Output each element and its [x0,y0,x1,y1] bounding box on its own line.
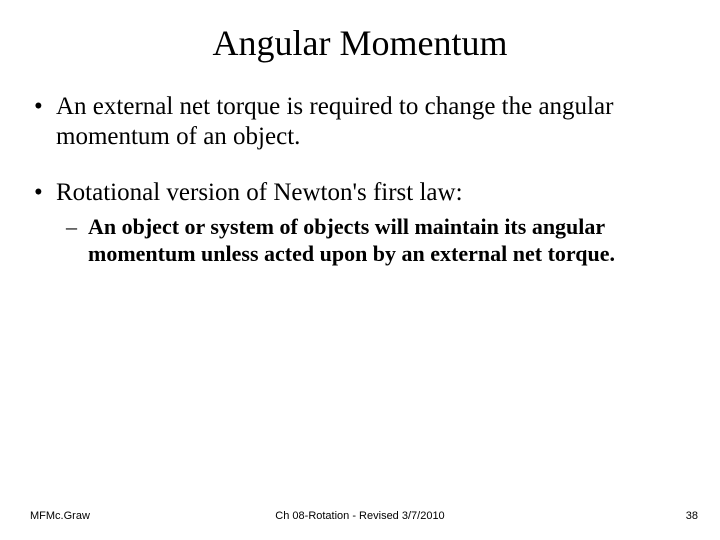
bullet-text: Rotational version of Newton's first law… [56,179,463,206]
bullet-text: An external net torque is required to ch… [56,93,613,150]
bullet-list: An external net torque is required to ch… [28,92,692,268]
footer-page-number: 38 [686,510,698,522]
slide: Angular Momentum An external net torque … [0,0,720,540]
slide-title: Angular Momentum [28,22,692,64]
sub-bullet-item: An object or system of objects will main… [56,214,692,268]
bullet-item: Rotational version of Newton's first law… [28,178,692,268]
sub-bullet-text: An object or system of objects will main… [88,214,615,266]
bullet-item: An external net torque is required to ch… [28,92,692,152]
sub-bullet-list: An object or system of objects will main… [56,214,692,268]
footer-chapter: Ch 08-Rotation - Revised 3/7/2010 [0,510,720,522]
